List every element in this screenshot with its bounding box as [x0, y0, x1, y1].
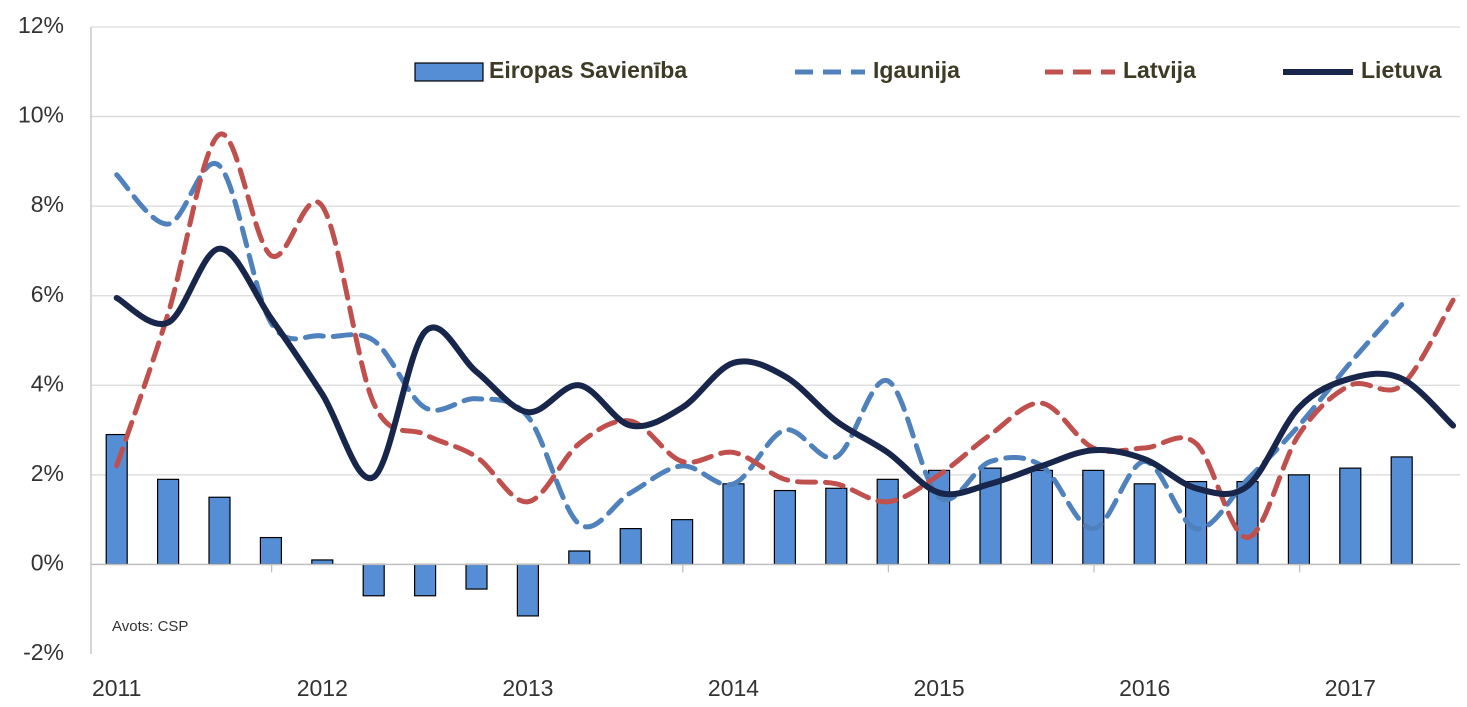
y-tick-label: 2% [31, 460, 64, 486]
x-tick-label: 2011 [92, 675, 141, 701]
bar [722, 483, 745, 566]
bar [105, 433, 128, 566]
bar [876, 478, 899, 566]
bar [1339, 467, 1362, 566]
bar [568, 550, 591, 566]
bar [259, 536, 282, 566]
y-tick-label: 12% [18, 12, 64, 38]
line-series [114, 160, 1405, 532]
bar [670, 519, 694, 566]
bar [311, 559, 334, 566]
bar [1030, 469, 1054, 566]
bar [825, 487, 848, 566]
bar [516, 563, 540, 617]
legend-label: Latvija [1123, 57, 1196, 83]
bar [157, 478, 180, 566]
bar [1082, 469, 1105, 566]
bar [773, 489, 797, 566]
legend-label: Igaunija [873, 57, 960, 83]
bar [1287, 474, 1311, 566]
x-tick-label: 2015 [914, 675, 965, 701]
bar [465, 563, 488, 590]
y-tick-label: 0% [31, 550, 64, 576]
bar [1236, 480, 1259, 566]
bar [414, 563, 437, 597]
x-tick-label: 2016 [1119, 675, 1170, 701]
legend-swatch [414, 62, 484, 82]
y-tick-label: 10% [18, 102, 64, 128]
line-series [113, 245, 1457, 498]
y-tick-label: 6% [31, 281, 64, 307]
y-tick-label: 8% [31, 191, 64, 217]
legend-label: Eiropas Savienība [489, 57, 687, 83]
x-tick-label: 2012 [297, 675, 348, 701]
source-note: Avots: CSP [112, 618, 188, 635]
y-tick-label: -2% [23, 639, 64, 665]
x-tick-label: 2013 [502, 675, 553, 701]
bar [619, 527, 642, 566]
bar [1390, 456, 1413, 566]
line-series [114, 131, 1456, 541]
x-tick-label: 2014 [708, 675, 759, 701]
bar [1133, 483, 1156, 566]
y-tick-label: 4% [31, 370, 64, 396]
bar [208, 496, 231, 566]
x-tick-label: 2017 [1325, 675, 1376, 701]
bar [362, 563, 385, 597]
legend-label: Lietuva [1361, 57, 1442, 83]
